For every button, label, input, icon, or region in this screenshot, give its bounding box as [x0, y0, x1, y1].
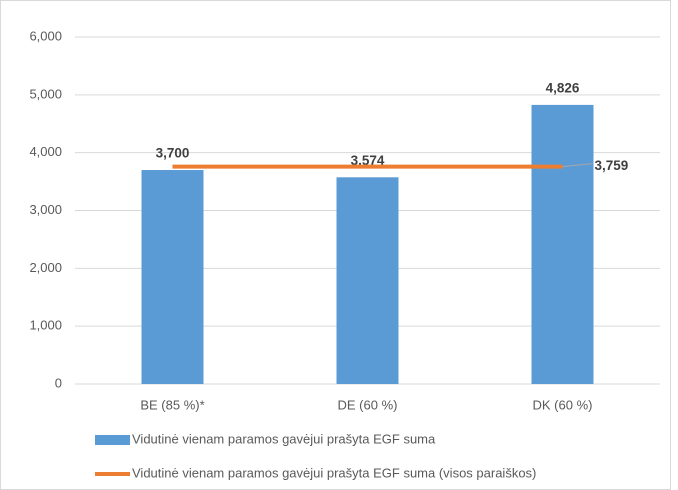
bar — [141, 170, 204, 384]
value-label: 4,826 — [546, 80, 580, 95]
value-label: 3,700 — [156, 146, 190, 161]
bar — [336, 177, 399, 384]
legend-label: Vidutinė vienam paramos gavėjui prašyta … — [132, 431, 436, 446]
value-label: 3,574 — [351, 153, 385, 168]
y-tick-label: 5,000 — [29, 86, 62, 101]
y-tick-label: 0 — [55, 375, 62, 390]
y-tick-label: 2,000 — [29, 260, 62, 275]
x-tick-label: BE (85 %)* — [140, 397, 204, 412]
value-label: 3,759 — [595, 158, 629, 173]
bar — [531, 104, 594, 384]
leader-line — [562, 163, 593, 168]
legend-label: Vidutinė vienam paramos gavėjui prašyta … — [132, 465, 536, 480]
y-tick-label: 6,000 — [29, 28, 62, 43]
y-tick-label: 4,000 — [29, 144, 62, 159]
y-tick-label: 3,000 — [29, 202, 62, 217]
legend-swatch — [95, 435, 130, 445]
y-tick-label: 1,000 — [29, 318, 62, 333]
x-tick-label: DE (60 %) — [338, 397, 398, 412]
x-tick-label: DK (60 %) — [533, 397, 593, 412]
